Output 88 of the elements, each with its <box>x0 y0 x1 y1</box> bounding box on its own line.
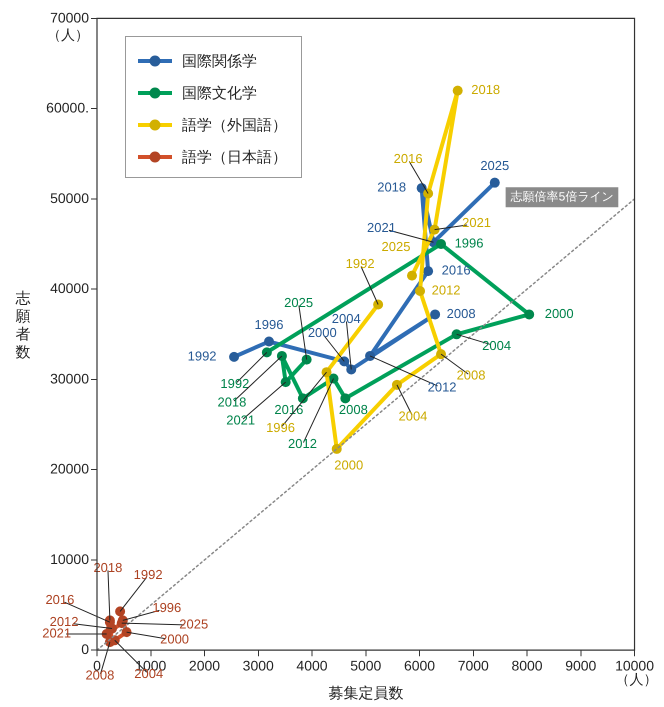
annotation: 2000 <box>160 632 190 647</box>
legend-label: 国際文化学 <box>182 84 257 102</box>
annotation: 2018 <box>471 82 500 98</box>
point <box>115 606 126 616</box>
point <box>436 239 446 250</box>
annotation: 1996 <box>152 600 182 615</box>
point <box>229 352 240 362</box>
point <box>339 356 350 366</box>
point <box>430 309 440 320</box>
point <box>346 364 356 374</box>
y-tick-label: 50000 <box>50 190 90 206</box>
point <box>423 266 434 276</box>
annotation: 2025 <box>480 158 510 174</box>
annotation: 2016 <box>45 592 74 607</box>
legend-label: 語学（外国語） <box>182 116 287 134</box>
annotation: 2008 <box>338 402 368 417</box>
annotation: 2012 <box>288 436 317 452</box>
annotation: 2025 <box>284 295 314 310</box>
annotation: 2025 <box>179 616 208 632</box>
point <box>490 178 500 188</box>
point <box>430 224 440 235</box>
annotation: 2012 <box>432 282 461 298</box>
x-tick-label: 7000 <box>458 657 490 674</box>
point <box>436 349 446 360</box>
point <box>280 377 291 388</box>
annotation: 2004 <box>482 338 512 353</box>
x-tick-label: 6000 <box>404 657 436 674</box>
annotation: 2004 <box>398 408 428 424</box>
y-tick-label: 0 <box>81 641 90 658</box>
annotation: 1992 <box>134 566 163 582</box>
annotation: 2016 <box>442 262 471 278</box>
point <box>392 380 402 390</box>
annotation: 1992 <box>188 348 217 364</box>
point <box>122 627 132 638</box>
annotation: 2000 <box>544 306 574 322</box>
point <box>373 300 384 310</box>
y-tick-label: 70000 <box>50 9 90 26</box>
annotation: 2016 <box>394 151 423 166</box>
y-tick-label: 20000 <box>50 460 90 477</box>
x-tick-label: 8000 <box>511 657 543 674</box>
annotation: 2018 <box>377 180 406 195</box>
text: （人） <box>616 671 658 688</box>
annotation: 2018 <box>217 394 246 410</box>
point <box>524 309 534 320</box>
point <box>262 347 272 358</box>
annotation: 2021 <box>367 220 396 235</box>
x-tick-label: 10000 <box>615 657 654 674</box>
legend-label: 国際関係学 <box>182 52 257 70</box>
annotation: 2021 <box>462 215 492 230</box>
point <box>264 336 274 347</box>
x-tick-label: 5000 <box>350 657 382 674</box>
text: （人） <box>47 26 89 42</box>
x-axis-title: 募集定員数 <box>328 685 404 702</box>
annotation: 1996 <box>266 420 295 435</box>
point <box>322 367 332 378</box>
legend-label: 語学（日本語） <box>182 148 287 166</box>
y-tick-label: 30000 <box>50 370 90 386</box>
annotation: 1992 <box>220 376 250 391</box>
point <box>102 628 112 639</box>
annotation: 2008 <box>456 368 486 383</box>
point <box>365 350 376 361</box>
annotation: 2000 <box>334 458 364 473</box>
annotation: 1992 <box>346 256 375 272</box>
point <box>423 188 434 198</box>
point <box>452 329 462 340</box>
annotation: 1996 <box>254 317 284 332</box>
point <box>452 86 463 96</box>
point <box>302 354 312 365</box>
x-tick-label: 4000 <box>296 657 328 674</box>
y-axis-title: 志願者数 <box>14 290 32 362</box>
annotation: 2000 <box>308 324 337 340</box>
annotation: 1996 <box>454 236 484 251</box>
y-tick-label: 40000 <box>50 280 90 296</box>
x-tick-label: 2000 <box>188 657 220 674</box>
point <box>340 393 350 404</box>
point <box>276 350 287 361</box>
annotation: 2025 <box>382 239 410 254</box>
x-tick-label: 9000 <box>565 657 597 674</box>
annotation: 志願倍率5倍ライン <box>510 190 614 204</box>
point <box>406 270 417 281</box>
x-tick-label: 3000 <box>242 657 274 674</box>
y-tick-label: 10000 <box>50 550 90 567</box>
annotation: 2008 <box>446 306 476 322</box>
annotation: 2004 <box>332 311 361 326</box>
annotation: 2021 <box>226 412 256 428</box>
annotation: 2012 <box>428 380 457 395</box>
y-tick-label: 60000. <box>46 100 89 116</box>
point <box>415 286 426 296</box>
